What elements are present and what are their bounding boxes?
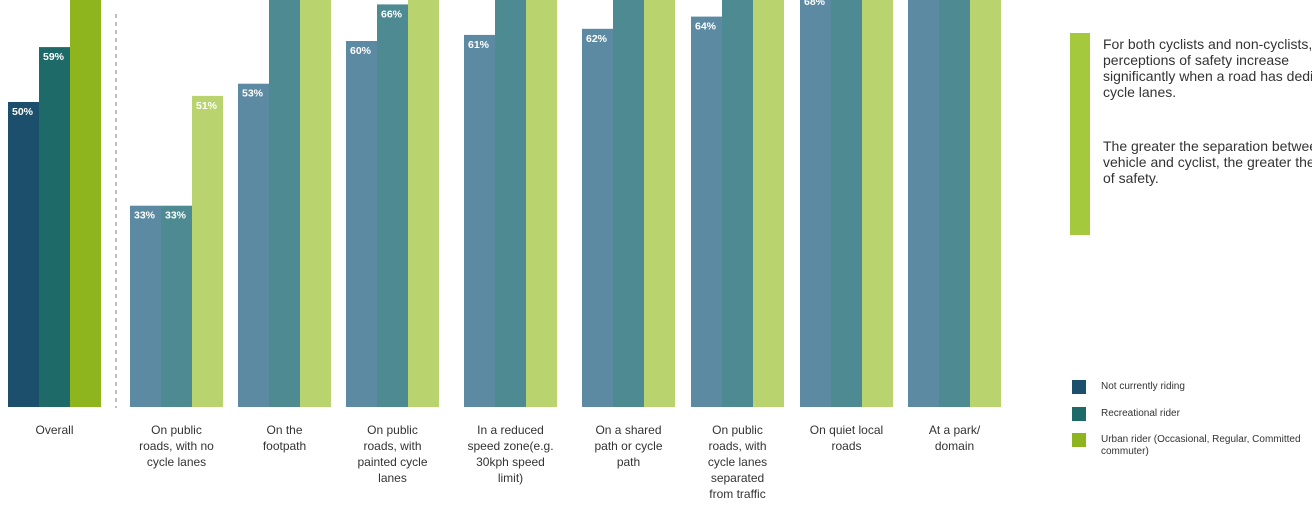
- bar-value-label: 68%: [804, 0, 826, 8]
- bar-1-0: [130, 205, 161, 407]
- insight-note: For both cyclists and non-cyclists, perc…: [1070, 33, 1312, 235]
- legend-label-not-riding: Not currently riding: [1101, 381, 1185, 392]
- bar-value-label: 53%: [242, 88, 264, 100]
- bar-value-label: 33%: [134, 210, 156, 222]
- category-label: roads, with no: [139, 439, 214, 453]
- category-label: On public: [367, 423, 418, 437]
- bar-1-2: [192, 95, 223, 408]
- bar-2-1: [269, 0, 300, 407]
- category-label: cycle lanes: [147, 455, 206, 469]
- bar-3-2: [408, 0, 439, 407]
- bar-4-2: [526, 0, 557, 407]
- category-label: On the: [266, 423, 302, 437]
- bar-0-1: [39, 47, 70, 407]
- bar-value-label: 62%: [586, 33, 608, 45]
- bar-6-1: [722, 0, 753, 407]
- bar-value-label: 59%: [43, 51, 65, 63]
- note-accent-bar: [1070, 33, 1090, 235]
- category-label: cycle lanes: [708, 455, 767, 469]
- legend-label-urban: Urban rider (Occasional, Regular, Commit…: [1101, 434, 1301, 457]
- bar-0-0: [8, 102, 39, 407]
- category-label: In a reduced: [477, 423, 544, 437]
- category-label: speed zone(e.g.: [467, 439, 553, 453]
- bar-7-1: [831, 0, 862, 408]
- category-label: At a park/: [929, 423, 981, 437]
- bar-1-1: [161, 205, 192, 407]
- bar-8-2: [970, 0, 1001, 407]
- bar-5-0: [582, 28, 613, 408]
- bar-8-1: [939, 0, 970, 407]
- bar-value-label: 60%: [350, 45, 372, 57]
- bar-6-2: [753, 0, 784, 407]
- bar-7-0: [800, 0, 831, 407]
- category-label: limit): [498, 471, 523, 485]
- bar-6-0: [691, 16, 722, 407]
- bar-value-label: 51%: [196, 100, 218, 112]
- legend-swatch-recreational: [1072, 407, 1086, 421]
- legend-swatch-urban: [1072, 433, 1086, 447]
- note-paragraph-2: The greater the separation between vehic…: [1103, 138, 1312, 186]
- bar-5-2: [644, 0, 675, 408]
- category-label: lanes: [378, 471, 407, 485]
- category-label: On quiet local: [810, 423, 883, 437]
- bar-value-label: 64%: [695, 21, 717, 33]
- category-label: path or cycle: [594, 439, 662, 453]
- category-label: roads, with: [363, 439, 421, 453]
- category-label: roads, with: [708, 439, 766, 453]
- bar-3-0: [346, 41, 377, 407]
- bar-4-0: [464, 34, 495, 408]
- bar-value-label: 61%: [468, 39, 490, 51]
- category-label: footpath: [263, 439, 306, 453]
- category-label: domain: [935, 439, 974, 453]
- category-label: On public: [151, 423, 202, 437]
- bar-3-1: [377, 4, 408, 408]
- category-label: from traffic: [709, 487, 765, 501]
- bar-value-label: 33%: [165, 210, 187, 222]
- bar-value-label: 50%: [12, 106, 34, 118]
- category-label: path: [617, 455, 640, 469]
- bar-2-0: [238, 83, 269, 407]
- legend-label-recreational: Recreational rider: [1101, 408, 1180, 419]
- legend-swatch-not-riding: [1072, 380, 1086, 394]
- bar-8-0: [908, 0, 939, 407]
- category-label: roads: [831, 439, 861, 453]
- bar-value-label: 66%: [381, 8, 403, 20]
- category-label: Overall: [35, 423, 73, 437]
- bar-2-2: [300, 0, 331, 407]
- category-label: separated: [711, 471, 764, 485]
- bar-5-1: [613, 0, 644, 408]
- category-label: On a shared: [595, 423, 661, 437]
- note-paragraph-1: For both cyclists and non-cyclists, perc…: [1103, 36, 1312, 100]
- category-label: painted cycle: [357, 455, 427, 469]
- bar-0-2: [70, 0, 101, 408]
- bar-4-1: [495, 0, 526, 408]
- bar-7-2: [862, 0, 893, 407]
- category-label: 30kph speed: [476, 455, 545, 469]
- category-label: On public: [712, 423, 763, 437]
